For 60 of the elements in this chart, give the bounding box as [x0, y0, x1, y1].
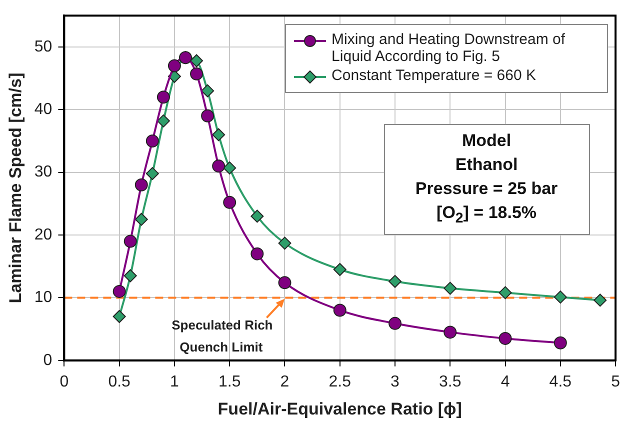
point	[444, 282, 457, 295]
point	[112, 310, 126, 324]
point	[124, 234, 137, 248]
point	[201, 84, 214, 98]
point	[212, 160, 226, 173]
point	[388, 316, 402, 330]
point	[146, 167, 159, 180]
annotation: Speculated Rich Quench Limit	[172, 318, 273, 355]
x-axis-title: Fuel/Air-Equivalence Ratio [ϕ]	[218, 399, 462, 418]
point	[212, 128, 226, 142]
point	[201, 109, 214, 122]
point	[190, 67, 204, 80]
point	[156, 114, 170, 128]
point	[134, 178, 148, 192]
annotation: Model	[460, 130, 512, 152]
x-tick-label: 0	[60, 373, 69, 390]
point	[388, 274, 402, 288]
x-tick-label: 2.5	[328, 373, 352, 390]
point	[146, 134, 159, 148]
point	[190, 54, 204, 68]
x-tick-label: 1	[170, 373, 180, 390]
point	[554, 290, 567, 304]
annotation: Pressure = 25 bar	[414, 178, 559, 200]
y-tick-label: 50	[34, 38, 52, 56]
point	[223, 196, 236, 209]
point	[594, 294, 607, 307]
x-tick-label: 3	[390, 373, 400, 390]
x-tick-label: 5	[611, 373, 620, 390]
x-tick-label: 2	[280, 373, 290, 390]
point	[278, 236, 292, 250]
point	[223, 161, 236, 174]
point	[124, 269, 137, 282]
y-tick-label: 30	[34, 164, 52, 181]
x-tick-label: 0.5	[108, 373, 131, 390]
point	[554, 336, 567, 350]
legend-label: Constant Temperature = 660 K	[332, 66, 536, 84]
x-tick-label: 4.5	[549, 373, 572, 390]
point	[250, 210, 264, 223]
legend-label: Mixing and Heating Downstream of Liquid According to Fig. 5	[332, 30, 566, 65]
y-tick-label: 10	[34, 289, 52, 306]
annotation: [O$_{2}$] = 18.5%	[436, 202, 538, 228]
point	[498, 332, 512, 345]
point	[250, 247, 264, 260]
point	[444, 326, 457, 339]
x-tick-label: 1.5	[218, 373, 241, 390]
y-tick-label: 20	[34, 226, 52, 244]
point	[168, 59, 181, 72]
annotation: Ethanol	[454, 154, 519, 176]
point	[156, 90, 170, 104]
point	[278, 276, 292, 290]
point	[333, 304, 346, 317]
point	[112, 284, 126, 298]
y-tick-label: 40	[34, 101, 52, 118]
y-axis-title: Laminar Flame Speed [cm/s]	[6, 72, 25, 304]
point	[498, 286, 512, 300]
point	[134, 212, 148, 226]
x-tick-label: 3.5	[439, 373, 462, 390]
y-tick-label: 0	[43, 352, 52, 369]
x-tick-label: 4	[500, 373, 510, 390]
point	[333, 263, 346, 276]
